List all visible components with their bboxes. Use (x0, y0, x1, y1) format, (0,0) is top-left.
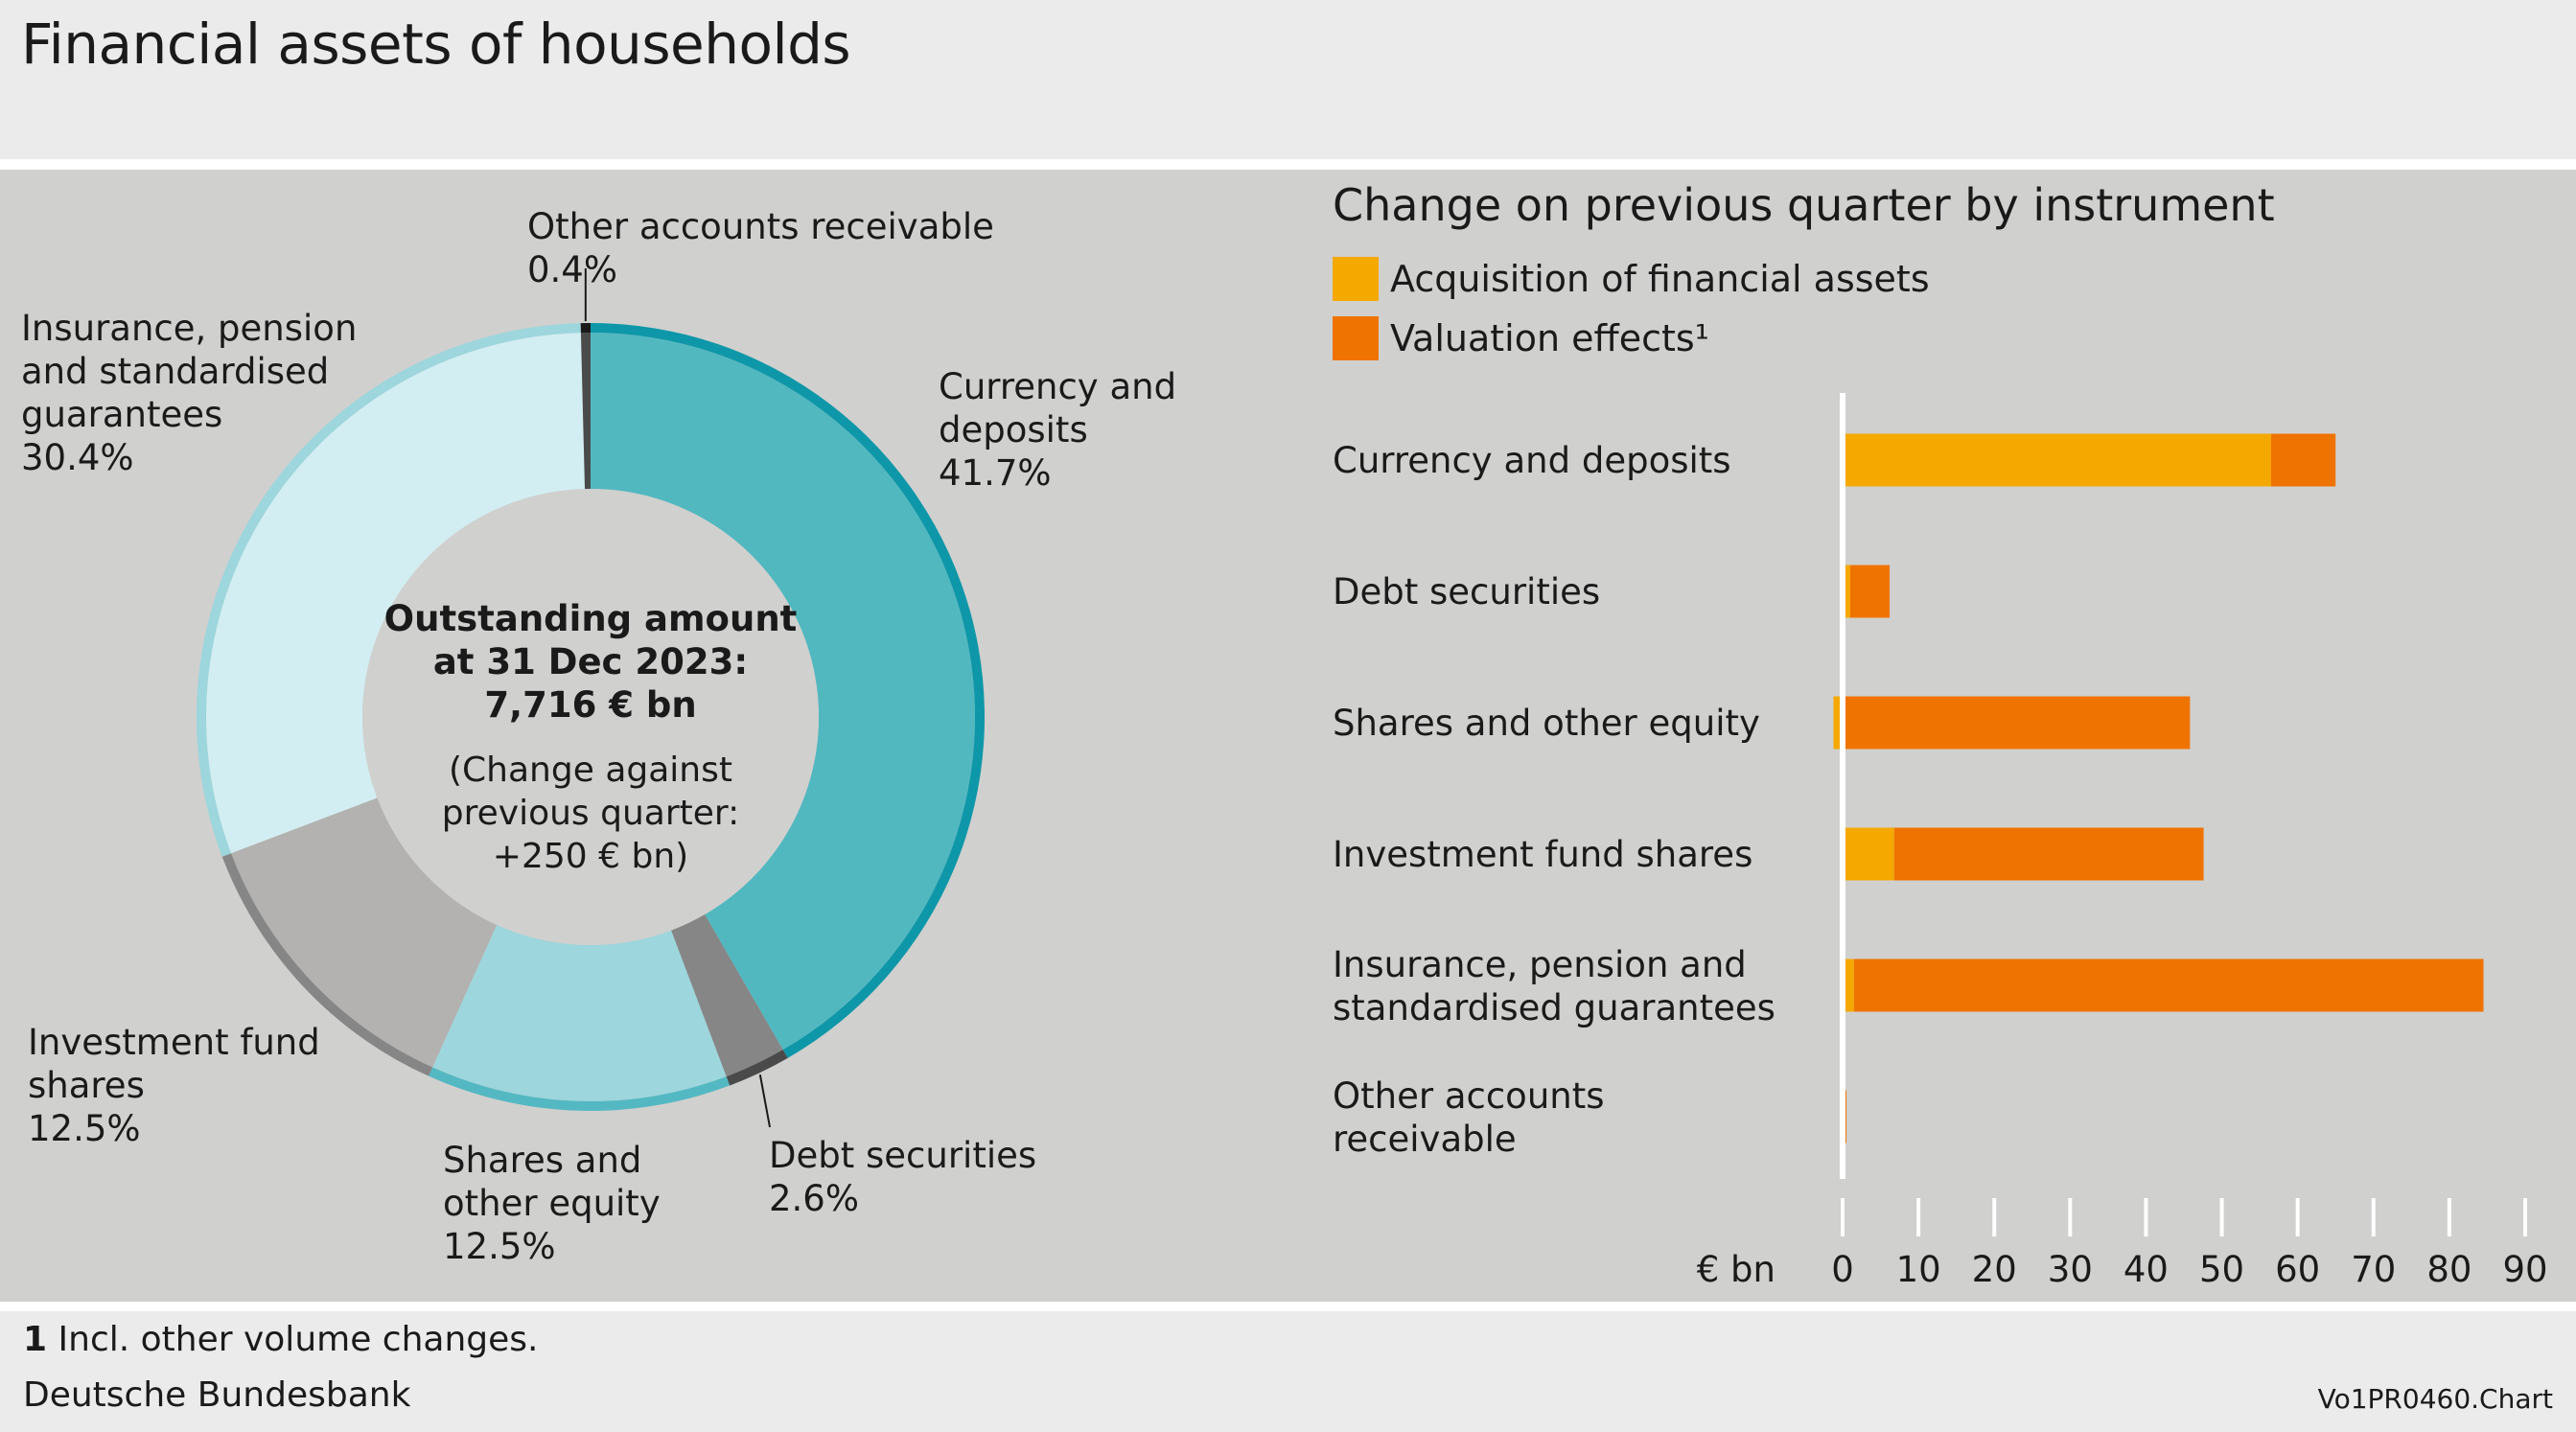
donut-slice (580, 333, 591, 490)
donut-slice (671, 914, 783, 1077)
legend-swatch (1333, 257, 1379, 301)
category-label: Debt securities (1333, 571, 1600, 612)
slice-label: Investment fund shares 12.5% (28, 1022, 320, 1149)
bar-chart: Change on previous quarter by instrument… (1333, 179, 2548, 1290)
legend-label: Valuation effects¹ (1390, 317, 1709, 359)
bar-segment (1853, 959, 2484, 1012)
x-tick-label: 80 (2426, 1249, 2472, 1290)
legend-label: Acquisition of financial assets (1390, 258, 1930, 300)
bar-segment (1849, 565, 1891, 618)
donut-slice-edge (580, 323, 591, 334)
x-tick-label: 30 (2048, 1249, 2093, 1290)
divider-top (0, 159, 2576, 169)
category-label: Shares and other equity (1333, 703, 1760, 744)
donut-slice (205, 333, 586, 854)
bar-chart-title: Change on previous quarter by instrument (1333, 179, 2275, 231)
chart-code: Vo1PR0460.Chart (2317, 1383, 2553, 1415)
x-tick-label: 70 (2351, 1249, 2396, 1290)
footnote-number: 1 (23, 1320, 48, 1359)
donut-center-note: (Change against previous quarter: +250 € b… (442, 751, 739, 876)
slice-label: Insurance, pension and standardised guaran… (21, 308, 357, 478)
category-label: Other accounts receivable (1333, 1075, 1605, 1160)
donut-hole (362, 489, 819, 945)
x-tick-label: 20 (1972, 1249, 2017, 1290)
slice-label: Debt securities 2.6% (769, 1135, 1036, 1219)
x-tick-label: 0 (1831, 1249, 1854, 1290)
bar-segment (1843, 827, 1894, 881)
slice-label: Other accounts receivable 0.4% (527, 206, 994, 290)
category-label: Investment fund shares (1333, 834, 1752, 875)
donut-slice (432, 924, 727, 1101)
bar-segment (2270, 433, 2336, 487)
x-tick-label: 40 (2123, 1249, 2169, 1290)
donut-slice (591, 333, 976, 1051)
page-title: Financial assets of households (21, 12, 851, 77)
slice-label: Shares and other equity 12.5% (443, 1140, 661, 1267)
bar-segment (1893, 827, 2204, 881)
slice-label: Currency and deposits 41.7% (939, 366, 1176, 494)
source-label: Deutsche Bundesbank (23, 1375, 411, 1415)
donut-slice-edge (726, 1050, 788, 1086)
x-tick-label: 90 (2502, 1249, 2547, 1290)
category-label: Currency and deposits (1333, 440, 1731, 481)
bar-segment (1843, 959, 1854, 1012)
x-tick-label: 50 (2199, 1249, 2244, 1290)
bar-segment (1833, 696, 1843, 750)
footnote-text: Incl. other volume changes. (58, 1320, 539, 1359)
donut-slice (231, 797, 498, 1068)
unit-label: € bn (1697, 1249, 1775, 1290)
divider-bottom (0, 1302, 2576, 1311)
bar-segment (1843, 433, 2271, 487)
donut-slice-edge (429, 1067, 731, 1111)
x-tick-label: 60 (2275, 1249, 2320, 1290)
legend-swatch (1333, 316, 1379, 360)
bar-segment (1843, 565, 1850, 618)
bar-segment (1843, 696, 2191, 750)
donut-center-title: Outstanding amount at 31 Dec 2023: 7,716 €… (384, 598, 798, 726)
category-label: Insurance, pension and standardised guara… (1333, 944, 1775, 1028)
donut-chart: Outstanding amount at 31 Dec 2023: 7,716 €… (21, 206, 1176, 1267)
leader-line (758, 1074, 771, 1128)
footnote: 1 Incl. other volume changes. (23, 1317, 538, 1363)
x-tick-label: 10 (1896, 1249, 1941, 1290)
